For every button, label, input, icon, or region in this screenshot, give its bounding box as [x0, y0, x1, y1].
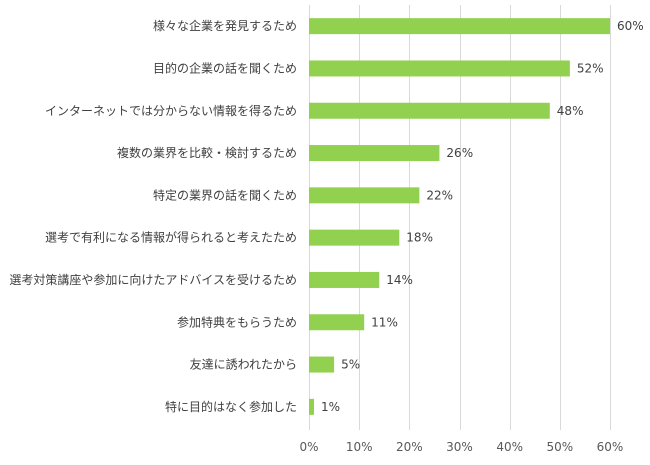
bar-4: [309, 187, 420, 204]
category-label-5: 選考で有利になる情報が得られると考えたため: [45, 230, 297, 245]
value-label-9: 1%: [321, 400, 340, 414]
bar-2: [309, 102, 550, 119]
category-label-3: 複数の業界を比較・検討するため: [117, 145, 297, 160]
value-label-5: 18%: [406, 231, 433, 245]
x-tick-label-0: 0%: [299, 440, 318, 454]
category-label-7: 参加特典をもらうため: [177, 314, 297, 329]
x-tick-label-2: 20%: [396, 440, 423, 454]
x-tick-label-3: 30%: [446, 440, 473, 454]
value-label-3: 26%: [446, 146, 473, 160]
value-label-8: 5%: [341, 358, 360, 372]
bar-1: [309, 60, 570, 77]
value-label-0: 60%: [617, 19, 644, 33]
category-label-1: 目的の企業の話を聞くため: [153, 60, 297, 75]
bar-3: [309, 145, 440, 162]
category-label-2: インターネットでは分からない情報を得るため: [45, 103, 297, 118]
value-label-4: 22%: [426, 188, 453, 202]
bar-5: [309, 229, 400, 246]
value-label-1: 52%: [577, 61, 604, 75]
category-label-6: 選考対策講座や参加に向けたアドバイスを受けるため: [9, 272, 297, 287]
tick-layer: 0% 10% 20% 30% 40% 50% 60%: [299, 440, 623, 454]
category-label-8: 友達に誘われたから: [190, 358, 297, 372]
bar-6: [309, 271, 380, 288]
bar-9: [309, 398, 315, 415]
label-layer: 様々な企業を発見するため 60% 目的の企業の話を聞くため 52% インターネットでは分…: [9, 18, 643, 414]
bar-8: [309, 356, 335, 373]
value-label-7: 11%: [371, 315, 398, 329]
x-tick-label-5: 50%: [546, 440, 573, 454]
value-label-2: 48%: [557, 104, 584, 118]
bar-layer: [309, 18, 610, 415]
category-label-4: 特定の業界の話を聞くため: [153, 187, 297, 202]
bar-7: [309, 314, 365, 331]
x-tick-label-6: 60%: [597, 440, 624, 454]
x-tick-label-4: 40%: [496, 440, 523, 454]
category-label-0: 様々な企業を発見するため: [153, 18, 297, 33]
bar-0: [309, 18, 610, 35]
category-label-9: 特に目的はなく参加した: [165, 399, 297, 414]
value-label-6: 14%: [386, 273, 413, 287]
x-tick-label-1: 10%: [346, 440, 373, 454]
